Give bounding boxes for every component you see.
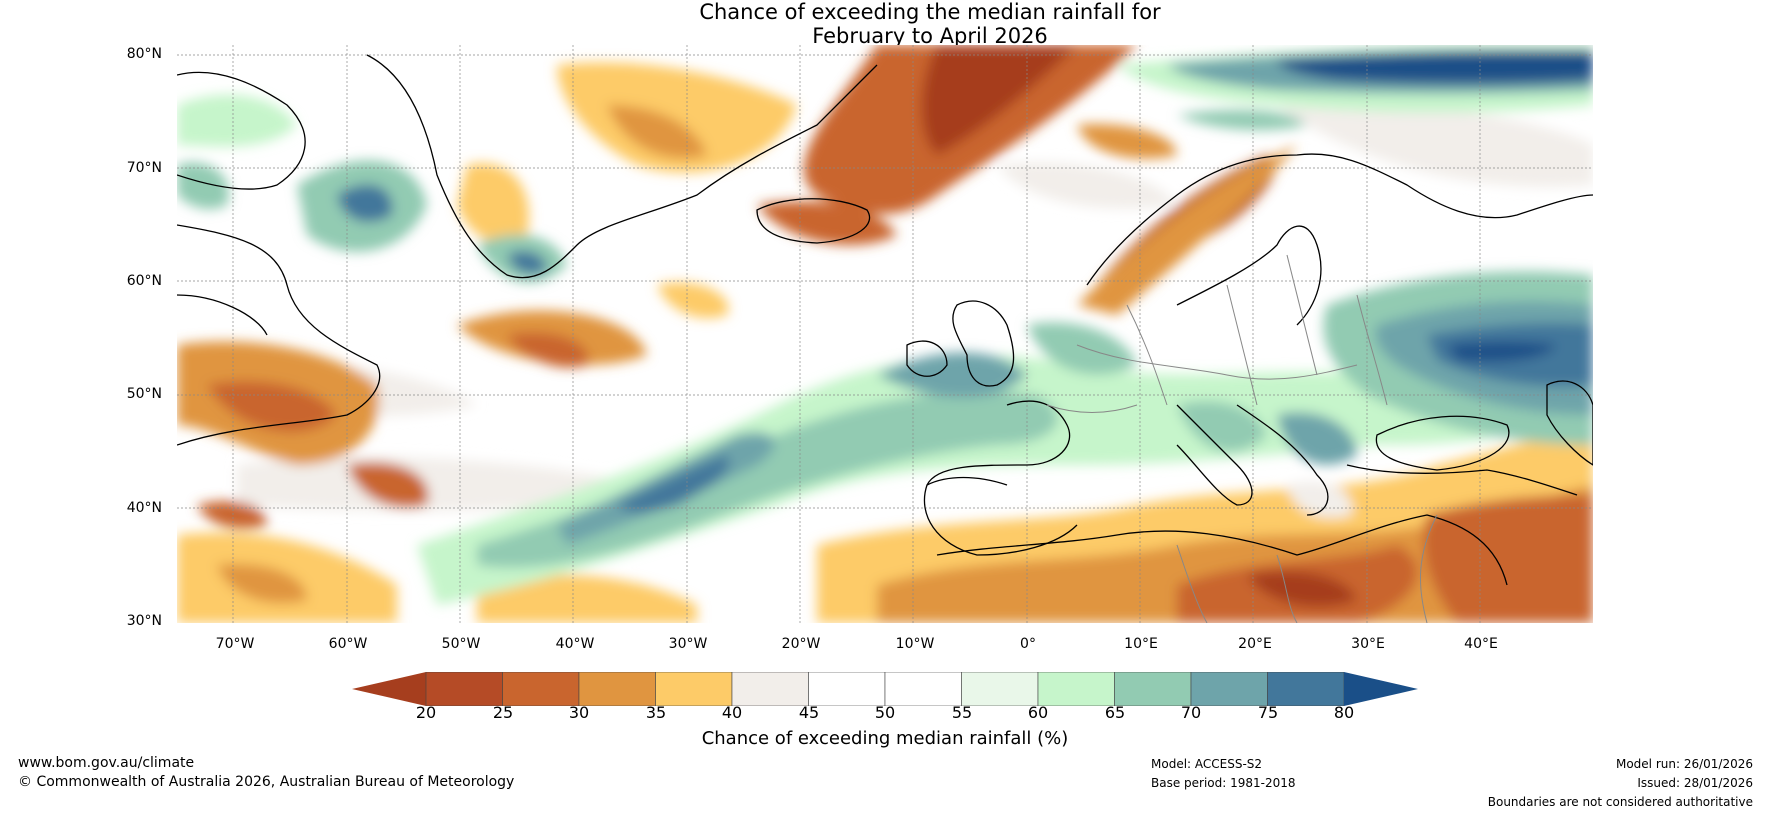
graticule bbox=[177, 45, 1593, 623]
lat-label: 60°N bbox=[126, 273, 162, 289]
issued-text: Issued: 28/01/2026 bbox=[1637, 776, 1753, 790]
country-boundaries bbox=[1046, 254, 1438, 623]
colorbar-segment bbox=[1190, 671, 1268, 707]
colorbar-segment bbox=[961, 671, 1039, 707]
colorbar-tick: 25 bbox=[492, 703, 514, 722]
colorbar-tick: 50 bbox=[874, 703, 896, 722]
lat-label: 40°N bbox=[126, 500, 162, 516]
colorbar-extend-low bbox=[352, 672, 426, 706]
model-text: Model: ACCESS-S2 bbox=[1151, 757, 1263, 771]
lat-label: 30°N bbox=[126, 613, 162, 629]
lon-label: 10°E bbox=[1124, 636, 1158, 652]
lon-label: 30°E bbox=[1351, 636, 1385, 652]
lon-label: 70°W bbox=[215, 636, 255, 652]
colorbar-tick: 40 bbox=[721, 703, 743, 722]
colorbar-tick: 60 bbox=[1027, 703, 1049, 722]
coastlines bbox=[177, 54, 1593, 586]
chart-title: Chance of exceeding the median rainfall … bbox=[0, 0, 1770, 48]
lon-label: 30°W bbox=[668, 636, 708, 652]
lon-label: 10°W bbox=[895, 636, 935, 652]
colorbar-segment bbox=[1267, 671, 1345, 707]
disclaimer-text: Boundaries are not considered authoritat… bbox=[1487, 795, 1753, 809]
lon-label: 50°W bbox=[441, 636, 481, 652]
lon-label: 20°E bbox=[1238, 636, 1272, 652]
colorbar-tick: 75 bbox=[1257, 703, 1279, 722]
title-line-2: February to April 2026 bbox=[812, 24, 1048, 48]
colorbar-segment bbox=[502, 671, 580, 707]
lat-label: 70°N bbox=[126, 160, 162, 176]
colorbar-tick: 80 bbox=[1333, 703, 1355, 722]
colorbar-segment bbox=[1114, 671, 1192, 707]
website-text: www.bom.gov.au/climate bbox=[18, 755, 195, 771]
colorbar-extend-high bbox=[1344, 672, 1418, 706]
lat-label: 80°N bbox=[126, 46, 162, 62]
colorbar-tick: 30 bbox=[568, 703, 590, 722]
lon-label: 0° bbox=[1020, 636, 1036, 652]
colorbar-segment bbox=[425, 671, 503, 707]
colorbar-segment bbox=[884, 671, 962, 707]
rainfall-map bbox=[177, 45, 1593, 623]
colorbar bbox=[352, 671, 1418, 707]
colorbar-tick: 70 bbox=[1180, 703, 1202, 722]
model-run-text: Model run: 26/01/2026 bbox=[1615, 757, 1753, 771]
colorbar-segment bbox=[808, 671, 886, 707]
lon-label: 60°W bbox=[328, 636, 368, 652]
lon-label: 40°W bbox=[555, 636, 595, 652]
colorbar-label: Chance of exceeding median rainfall (%) bbox=[701, 728, 1069, 749]
colorbar-segment bbox=[1037, 671, 1115, 707]
colorbar-segment bbox=[731, 671, 809, 707]
colorbar-tick: 35 bbox=[645, 703, 667, 722]
colorbar-tick: 55 bbox=[951, 703, 973, 722]
lon-label: 20°W bbox=[781, 636, 821, 652]
base-period-text: Base period: 1981-2018 bbox=[1151, 776, 1296, 790]
lon-label: 40°E bbox=[1464, 636, 1498, 652]
colorbar-segment bbox=[655, 671, 733, 707]
colorbar-segment bbox=[578, 671, 656, 707]
title-line-1: Chance of exceeding the median rainfall … bbox=[699, 0, 1161, 24]
lat-label: 50°N bbox=[126, 386, 162, 402]
copyright-text: © Commonwealth of Australia 2026, Austra… bbox=[18, 774, 515, 790]
colorbar-tick: 45 bbox=[798, 703, 820, 722]
colorbar-tick: 20 bbox=[415, 703, 437, 722]
colorbar-tick: 65 bbox=[1104, 703, 1126, 722]
